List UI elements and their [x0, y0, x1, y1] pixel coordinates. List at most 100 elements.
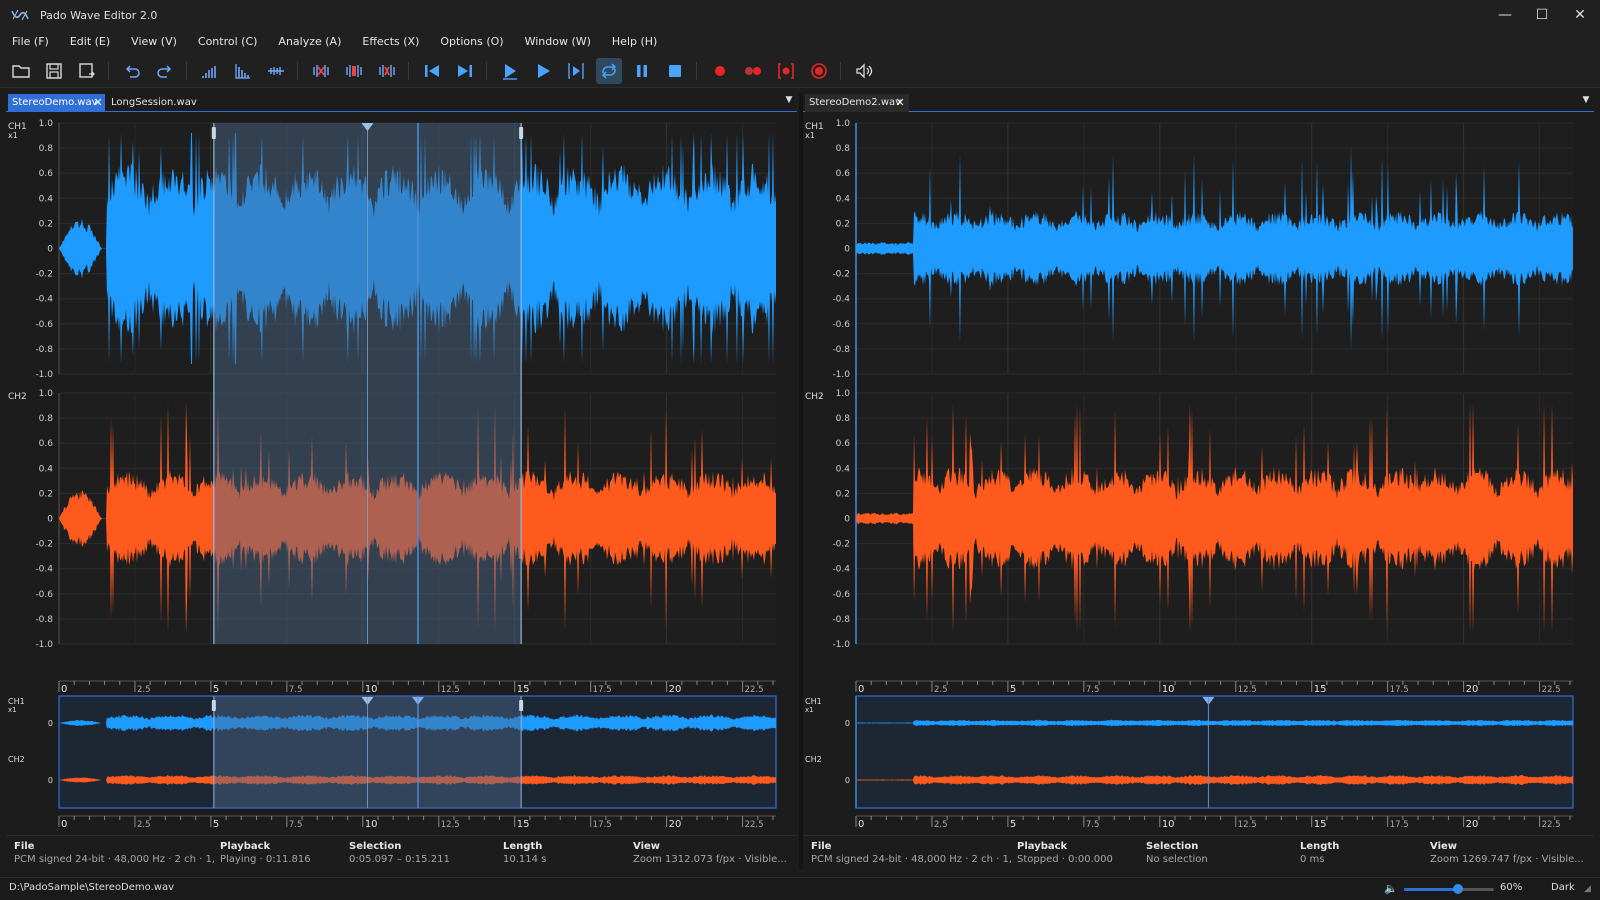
open-folder-icon[interactable] [8, 58, 34, 84]
volume-thumb[interactable] [1453, 884, 1463, 894]
info-panel: File PCM signed 24-bit · 48,000 Hz · 2 c… [6, 835, 797, 869]
x-tick-label: 2.5 [137, 685, 151, 695]
tab-label: LongSession.wav [111, 97, 197, 108]
histogram-icon[interactable] [230, 58, 256, 84]
cut-channel-icon[interactable] [374, 58, 400, 84]
info-view-value: Zoom 1269.747 f/px · Visible... [1430, 854, 1584, 865]
silence-icon[interactable] [341, 58, 367, 84]
menu-file[interactable]: File (F) [12, 35, 49, 48]
info-selection: Selection 0:05.097 – 0:15.211 [349, 840, 499, 866]
y-tick-label: -0.6 [35, 590, 53, 600]
selection-start-handle [211, 700, 216, 711]
spectrum-icon[interactable] [197, 58, 223, 84]
x-tick-label: 20 [669, 819, 682, 830]
menu-options[interactable]: Options (O) [440, 35, 504, 48]
info-selection: Selection No selection [1146, 840, 1296, 866]
y-tick-label: -0.2 [35, 270, 53, 280]
overview-time-ruler[interactable]: 0 2.5 5 7.5 10 12.5 15 17.5 20 22.5 [803, 815, 1594, 831]
info-file: File PCM signed 24-bit · 48,000 Hz · 2 c… [811, 840, 1011, 866]
tab-label: StereoDemo2.wav [809, 97, 902, 108]
tab-longsession[interactable]: LongSession.wav [107, 94, 207, 112]
waveform-view[interactable]: 1.0 0.8 0.6 0.4 0.2 0 -0.2 -0.4 -0.6 -0.8 -1.0 1.0 0… [803, 115, 1594, 681]
menu-view[interactable]: View (V) [131, 35, 177, 48]
info-file-value: PCM signed 24-bit · 48,000 Hz · 2 ch · 1… [811, 854, 1011, 865]
menu-edit[interactable]: Edit (E) [69, 35, 111, 48]
go-start-icon[interactable] [419, 58, 445, 84]
menu-effects[interactable]: Effects (X) [362, 35, 420, 48]
y-tick-label: 0.6 [836, 169, 851, 179]
selection-center-marker [361, 123, 374, 131]
tab-dropdown-icon[interactable]: ▼ [785, 95, 793, 105]
menu-control[interactable]: Control (C) [197, 35, 258, 48]
close-button[interactable]: ✕ [1574, 7, 1586, 23]
menu-help[interactable]: Help (H) [611, 35, 658, 48]
y-tick-label: -0.4 [832, 565, 850, 575]
waveform-view[interactable]: 1.0 0.8 0.6 0.4 0.2 0 -0.2 -0.4 -0.6 -0.8 -1.0 1.0 0… [6, 115, 797, 681]
normalize-icon[interactable] [263, 58, 289, 84]
time-ruler[interactable]: 0 2.5 5 7.5 10 12.5 15 17.5 20 22.5 [803, 680, 1594, 696]
overview-time-ruler[interactable]: 0 2.5 5 7.5 10 12.5 15 17.5 20 22.5 [6, 815, 797, 831]
loop-icon[interactable] [596, 58, 622, 84]
resize-grip-icon[interactable]: ◢ [1584, 884, 1591, 894]
go-end-icon[interactable] [452, 58, 478, 84]
x-tick-label: 0 [61, 684, 67, 695]
theme-toggle[interactable]: Dark [1551, 882, 1575, 893]
close-icon[interactable]: ✕ [93, 96, 103, 109]
trim-icon[interactable] [308, 58, 334, 84]
record-append-icon[interactable] [740, 58, 766, 84]
file-path: D:\PadoSample\StereoDemo.wav [9, 882, 174, 893]
info-view-label: View [633, 841, 661, 852]
y-tick-label: 0.2 [39, 489, 53, 499]
zoom-label: x1 [8, 131, 18, 140]
tab-stereodemo[interactable]: StereoDemo.wav ✕ [8, 94, 105, 112]
speaker-icon[interactable]: 🔈 [1384, 882, 1398, 895]
pane-splitter[interactable] [799, 93, 803, 869]
close-icon[interactable]: ✕ [895, 96, 905, 109]
x-tick-label: 15 [1314, 684, 1327, 695]
y-tick-label: 0.8 [836, 414, 851, 424]
y-tick-label: 0 [48, 776, 53, 785]
undo-icon[interactable] [119, 58, 145, 84]
volume-slider[interactable] [1404, 884, 1494, 894]
x-tick-label: 10 [1162, 684, 1175, 695]
x-tick-label: 12.5 [1238, 820, 1257, 830]
x-tick-label: 7.5 [1086, 685, 1100, 695]
save-icon[interactable] [41, 58, 67, 84]
speech-icon[interactable] [851, 58, 877, 84]
maximize-button[interactable]: ☐ [1535, 7, 1549, 23]
play-selection-icon[interactable] [563, 58, 589, 84]
record-punch-icon[interactable] [773, 58, 799, 84]
info-length-label: Length [1300, 841, 1340, 852]
record-monitor-icon[interactable] [806, 58, 832, 84]
menu-window[interactable]: Window (W) [524, 35, 591, 48]
stop-icon[interactable] [662, 58, 688, 84]
time-ruler[interactable]: 0 2.5 5 7.5 10 12.5 15 17.5 20 22.5 [6, 680, 797, 696]
tab-stereodemo2[interactable]: StereoDemo2.wav ✕ [805, 94, 909, 112]
pause-icon[interactable] [629, 58, 655, 84]
save-as-icon[interactable] [74, 58, 100, 84]
minimize-button[interactable]: — [1498, 7, 1512, 23]
x-tick-label: 2.5 [934, 820, 948, 830]
play-icon[interactable] [530, 58, 556, 84]
channel-1-waveform [856, 145, 1573, 352]
tab-dropdown-icon[interactable]: ▼ [1582, 95, 1590, 105]
redo-icon[interactable] [152, 58, 178, 84]
y-tick-label: 0 [845, 719, 850, 728]
y-tick-label: -1.0 [832, 640, 850, 650]
play-from-cursor-icon[interactable] [497, 58, 523, 84]
channel-2-waveform [856, 775, 1573, 785]
y-tick-label: 0.4 [836, 194, 851, 204]
x-tick-label: 22.5 [1542, 820, 1561, 830]
menu-analyze[interactable]: Analyze (A) [278, 35, 342, 48]
app-title: Pado Wave Editor 2.0 [40, 8, 158, 22]
y-tick-label: 0.4 [39, 464, 54, 474]
record-icon[interactable] [707, 58, 733, 84]
info-selection-label: Selection [1146, 841, 1199, 852]
tab-strip: StereoDemo.wav ✕ LongSession.wav ▼ [6, 93, 797, 112]
info-file-label: File [14, 841, 35, 852]
y-tick-label: 1.0 [39, 119, 54, 129]
x-tick-label: 15 [1314, 819, 1327, 830]
zoom-label: x1 [805, 131, 815, 140]
